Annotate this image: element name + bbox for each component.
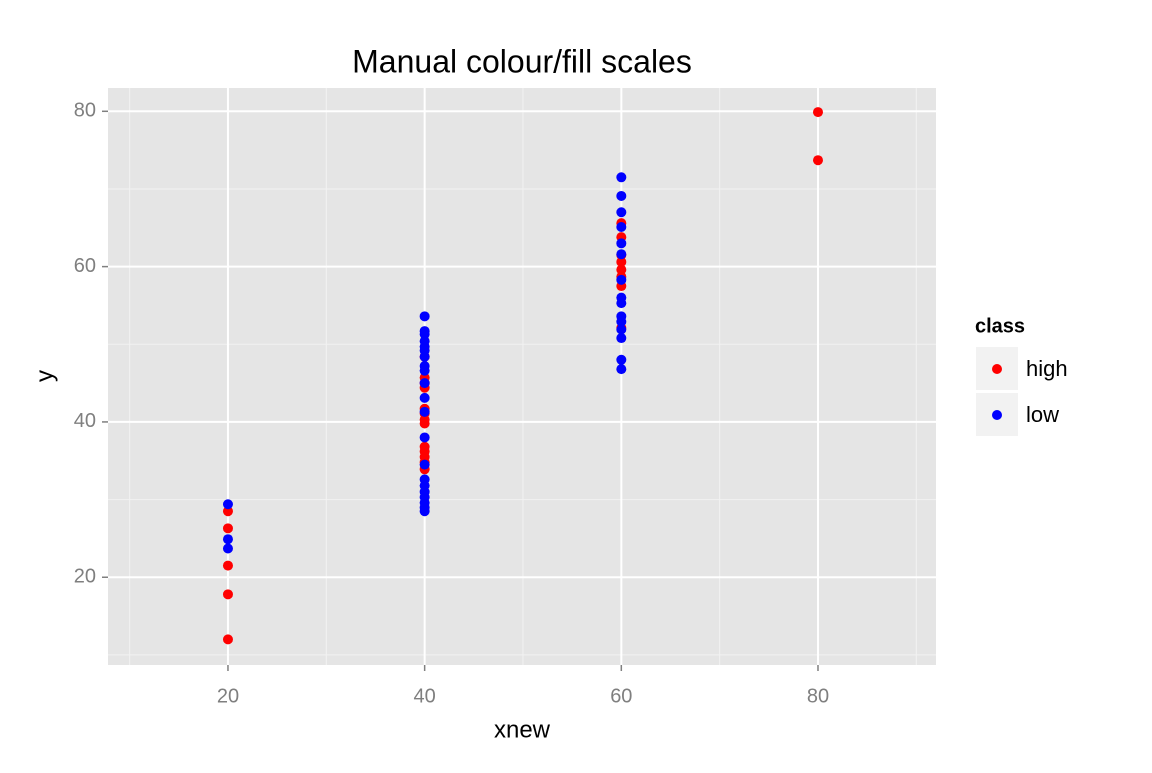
point bbox=[419, 418, 430, 429]
point bbox=[419, 392, 430, 403]
point bbox=[419, 365, 430, 376]
point bbox=[616, 364, 627, 375]
point bbox=[616, 222, 627, 233]
point bbox=[419, 351, 430, 362]
point bbox=[616, 256, 627, 267]
point bbox=[419, 406, 430, 417]
point bbox=[616, 298, 627, 309]
point bbox=[222, 543, 233, 554]
legend-label: low bbox=[1026, 402, 1059, 427]
y-axis-title: y bbox=[31, 370, 58, 382]
y-tick-label: 40 bbox=[74, 410, 96, 432]
legend-label: high bbox=[1026, 356, 1068, 381]
point bbox=[222, 534, 233, 545]
point bbox=[222, 560, 233, 571]
point bbox=[419, 329, 430, 340]
point bbox=[616, 324, 627, 335]
y-tick-label: 80 bbox=[74, 100, 96, 122]
point bbox=[419, 311, 430, 322]
point bbox=[616, 354, 627, 365]
y-tick-label: 20 bbox=[74, 566, 96, 588]
point bbox=[222, 499, 233, 510]
x-tick-label: 20 bbox=[217, 685, 239, 707]
x-axis-title: xnew bbox=[494, 716, 551, 743]
legend: high low bbox=[976, 347, 1068, 436]
grid bbox=[108, 88, 936, 665]
point bbox=[616, 274, 627, 285]
point bbox=[222, 589, 233, 600]
point bbox=[222, 523, 233, 534]
point bbox=[616, 333, 627, 344]
point bbox=[616, 238, 627, 249]
point bbox=[419, 378, 430, 389]
point bbox=[616, 264, 627, 275]
x-tick-label: 40 bbox=[414, 685, 436, 707]
point bbox=[616, 172, 627, 183]
x-tick-label: 80 bbox=[807, 685, 829, 707]
legend-title: class bbox=[975, 315, 1025, 337]
point bbox=[222, 634, 233, 645]
point bbox=[616, 190, 627, 201]
point bbox=[812, 107, 823, 118]
point bbox=[616, 249, 627, 260]
point bbox=[222, 506, 233, 517]
point bbox=[812, 155, 823, 166]
panel bbox=[108, 88, 936, 665]
points bbox=[222, 107, 823, 645]
point bbox=[616, 207, 627, 218]
point bbox=[616, 316, 627, 327]
legend-marker bbox=[992, 364, 1002, 374]
y-tick-label: 60 bbox=[74, 255, 96, 277]
point bbox=[419, 432, 430, 443]
point bbox=[419, 506, 430, 517]
x-tick-label: 60 bbox=[610, 685, 632, 707]
point bbox=[419, 459, 430, 470]
chart-title: Manual colour/fill scales bbox=[352, 43, 692, 79]
legend-marker bbox=[992, 410, 1002, 420]
